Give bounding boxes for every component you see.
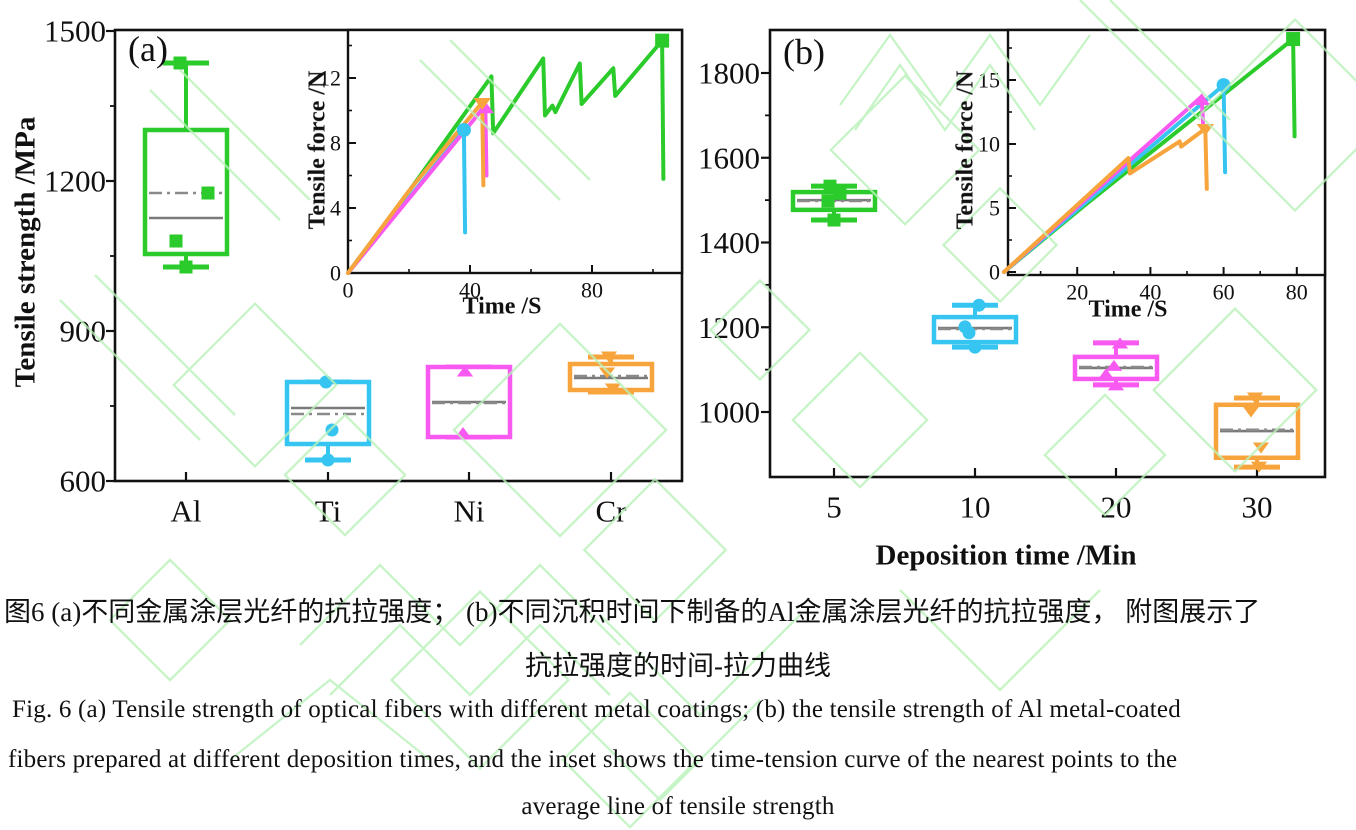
inset-frame bbox=[346, 28, 684, 275]
tick-label: 10 bbox=[960, 490, 991, 525]
tick-label: Cr bbox=[596, 494, 628, 529]
tick-label: 40 bbox=[459, 278, 481, 303]
data-point-triangle-up bbox=[1097, 368, 1115, 380]
inset-b-y-axis-title: Tensile force /N bbox=[952, 70, 979, 230]
data-point-square bbox=[179, 260, 193, 274]
data-point-circle bbox=[319, 375, 333, 389]
inset-b-x-axis-title: Time /S bbox=[1088, 296, 1168, 323]
tick-label: 20 bbox=[1066, 280, 1088, 305]
data-point-circle bbox=[456, 123, 471, 137]
inset-frame bbox=[1006, 28, 1327, 277]
inset-a-x-axis-title: Time /S bbox=[462, 293, 542, 320]
tick-label: 15 bbox=[978, 68, 1000, 93]
panel-a-inset: 0 40 80 0 4 8 12 bbox=[319, 28, 684, 303]
data-point-circle bbox=[962, 326, 976, 340]
data-point-square bbox=[655, 33, 670, 48]
data-point-circle bbox=[968, 340, 982, 354]
box-Cr bbox=[567, 351, 655, 395]
panel-a-y-axis-title: Tensile strength /MPa bbox=[9, 116, 42, 388]
tick-label: 600 bbox=[60, 464, 107, 499]
box-30 bbox=[1213, 392, 1301, 473]
tick-label: 60 bbox=[1213, 280, 1235, 305]
inset-a-y-axis-title: Tensile force /N bbox=[304, 70, 331, 230]
data-point-triangle-up bbox=[1107, 379, 1125, 391]
tick-label: 1200 bbox=[698, 310, 760, 345]
data-point-triangle-up bbox=[1105, 359, 1123, 371]
panel-a-label: (a) bbox=[128, 29, 168, 69]
data-point-square bbox=[821, 194, 835, 208]
box-20 bbox=[1072, 337, 1160, 391]
data-point-square bbox=[173, 56, 187, 70]
tick-label: Ti bbox=[315, 494, 342, 529]
tick-label: 20 bbox=[1101, 490, 1132, 525]
tick-label: 4 bbox=[330, 196, 341, 221]
data-point-square bbox=[1286, 32, 1301, 47]
tick-label: Al bbox=[171, 494, 202, 529]
data-point-triangle-up bbox=[1111, 337, 1129, 349]
tick-label: 0 bbox=[330, 261, 341, 286]
data-point-square bbox=[827, 213, 841, 227]
tick-label: 5 bbox=[989, 196, 1000, 221]
box-Ni bbox=[425, 364, 513, 440]
tick-label: 80 bbox=[1286, 280, 1308, 305]
box-Ti bbox=[284, 375, 372, 467]
caption-en-line2: fibers prepared at different deposition … bbox=[8, 746, 1178, 773]
tick-label: 10 bbox=[978, 132, 1000, 157]
tick-label: 1200 bbox=[44, 164, 106, 199]
caption-en-line3: average line of tensile strength bbox=[521, 793, 835, 820]
data-point-square bbox=[201, 186, 215, 200]
panel-b-label: (b) bbox=[783, 32, 825, 72]
box-5 bbox=[790, 179, 878, 227]
caption-zh-line2: 抗拉强度的时间-拉力曲线 bbox=[525, 651, 831, 681]
tick-label: Ni bbox=[454, 494, 485, 529]
tick-label: 0 bbox=[343, 278, 354, 303]
tick-label: 12 bbox=[319, 66, 341, 91]
tick-label: 1600 bbox=[698, 140, 760, 175]
data-point-circle bbox=[972, 298, 986, 312]
tick-label: 80 bbox=[581, 278, 603, 303]
tick-label: 900 bbox=[60, 314, 107, 349]
panel-b-inset: 20 40 60 80 0 5 10 15 bbox=[978, 28, 1327, 305]
caption-zh-line1: 图6 (a)不同金属涂层光纤的抗拉强度； (b)不同沉积时间下制备的Al金属涂层… bbox=[4, 597, 1261, 627]
tick-label: 1800 bbox=[698, 56, 760, 91]
data-point-circle bbox=[1216, 78, 1231, 93]
tick-label: 30 bbox=[1242, 490, 1273, 525]
data-point-square bbox=[833, 186, 847, 200]
tick-label: 40 bbox=[1139, 280, 1161, 305]
tick-label: 8 bbox=[330, 131, 341, 156]
box-Al bbox=[142, 56, 230, 274]
data-point-square bbox=[169, 234, 183, 248]
caption-en-line1: Fig. 6 (a) Tensile strength of optical f… bbox=[12, 696, 1181, 723]
data-point-circle bbox=[325, 423, 339, 437]
tick-label: 1400 bbox=[698, 225, 760, 260]
tick-label: 1500 bbox=[44, 14, 106, 49]
box-10 bbox=[931, 298, 1019, 354]
tick-label: 5 bbox=[826, 490, 842, 525]
tick-label: 0 bbox=[989, 260, 1000, 285]
panel-b-x-axis-title: Deposition time /Min bbox=[875, 539, 1137, 572]
data-point-circle bbox=[321, 453, 335, 467]
tick-label: 1000 bbox=[698, 395, 760, 430]
